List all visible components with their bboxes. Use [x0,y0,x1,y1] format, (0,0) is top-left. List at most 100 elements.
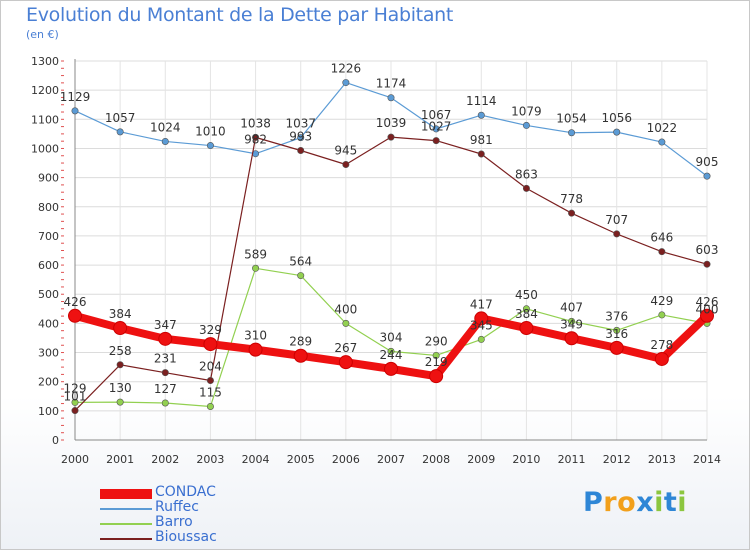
data-point-condac [293,348,308,363]
x-tick-label: 2014 [693,453,721,466]
y-tick-label: 400 [38,317,59,330]
data-point-bioussac [658,248,666,256]
data-point-condac [248,342,263,357]
data-point-ruffec [568,129,576,137]
data-label-ruffec: 1057 [105,111,136,125]
data-label-barro: 130 [109,381,132,395]
data-point-bioussac [613,230,621,238]
logo-letter: x [636,487,655,518]
legend-label: Bioussac [155,529,217,545]
legend-label: CONDAC [155,484,216,500]
data-label-barro: 115 [199,385,222,399]
data-label-ruffec: 1174 [376,77,407,91]
data-point-barro [297,272,305,280]
data-point-ruffec [477,111,485,119]
data-label-bioussac: 1027 [421,120,452,134]
data-label-condac: 267 [334,341,357,355]
data-point-barro [613,326,621,334]
data-label-bioussac: 603 [696,243,719,257]
data-point-barro [71,398,79,406]
data-label-bioussac: 981 [470,133,493,147]
legend-swatch [100,489,152,499]
logo-letter: P [583,487,604,518]
data-point-condac [338,355,353,370]
legend-label: Ruffec [155,499,199,515]
data-point-condac [564,331,579,346]
data-label-condac: 349 [560,317,583,331]
data-point-condac [609,340,624,355]
data-label-barro: 345 [470,318,493,332]
data-label-bioussac: 945 [334,143,357,157]
data-label-condac: 278 [650,338,673,352]
data-label-condac: 426 [696,295,719,309]
x-tick-label: 2002 [151,453,179,466]
x-tick-label: 2009 [467,453,495,466]
data-point-ruffec [658,138,666,146]
y-tick-label: 0 [52,434,59,447]
data-label-ruffec: 1010 [195,125,226,139]
legend-swatch [100,508,152,510]
data-label-ruffec: 982 [244,133,267,147]
x-tick-label: 2008 [422,453,450,466]
data-point-bioussac [477,150,485,158]
data-label-condac: 289 [289,335,312,349]
data-point-ruffec [387,94,395,102]
data-point-bioussac [206,377,214,385]
data-label-ruffec: 1022 [647,121,678,135]
data-point-condac [203,337,218,352]
x-tick-label: 2012 [603,453,631,466]
data-label-condac: 426 [64,295,87,309]
x-tick-label: 2001 [106,453,134,466]
data-point-bioussac [116,361,124,369]
logo-letter: t [663,487,678,518]
data-point-condac [429,369,444,384]
data-point-bioussac [71,407,79,415]
y-tick-label: 800 [38,201,59,214]
data-point-barro [658,311,666,319]
data-point-condac [158,331,173,346]
data-point-bioussac [297,147,305,155]
data-point-ruffec [206,142,214,150]
data-label-condac: 384 [515,307,538,321]
data-point-barro [387,347,395,355]
data-label-ruffec: 1226 [331,62,362,76]
data-label-condac: 310 [244,329,267,343]
data-point-bioussac [387,133,395,141]
unit-label: (en €) [26,28,59,41]
data-point-ruffec [613,128,621,136]
legend-swatch [100,523,152,525]
data-point-ruffec [703,172,711,180]
y-tick-label: 1300 [31,55,59,68]
data-point-ruffec [161,137,169,145]
data-label-barro: 127 [154,382,177,396]
data-point-bioussac [432,137,440,145]
logo-letter: i [654,487,664,518]
data-label-barro: 564 [289,255,312,269]
data-label-condac: 219 [425,355,448,369]
x-tick-label: 2007 [377,453,405,466]
data-label-ruffec: 1079 [511,104,542,118]
y-tick-label: 700 [38,230,59,243]
data-point-ruffec [342,79,350,87]
logo-letter: i [677,487,688,518]
y-tick-label: 1000 [31,142,59,155]
proxiti-logo: Proxiti [583,487,687,518]
data-point-condac [68,308,82,323]
data-label-condac: 384 [109,307,132,321]
data-label-bioussac: 707 [605,213,628,227]
data-label-barro: 589 [244,247,267,261]
data-label-bioussac: 231 [154,352,177,366]
data-point-barro [252,264,260,272]
data-point-condac [654,351,669,366]
data-label-bioussac: 258 [109,344,132,358]
data-label-barro: 400 [696,302,719,316]
data-point-bioussac [342,160,350,168]
data-label-condac: 347 [154,318,177,332]
data-point-bioussac [252,133,260,141]
data-label-bioussac: 204 [199,360,222,374]
data-label-bioussac: 1038 [240,116,271,130]
data-label-bioussac: 863 [515,167,538,181]
data-label-bioussac: 1039 [376,116,407,130]
y-tick-label: 1100 [31,113,59,126]
